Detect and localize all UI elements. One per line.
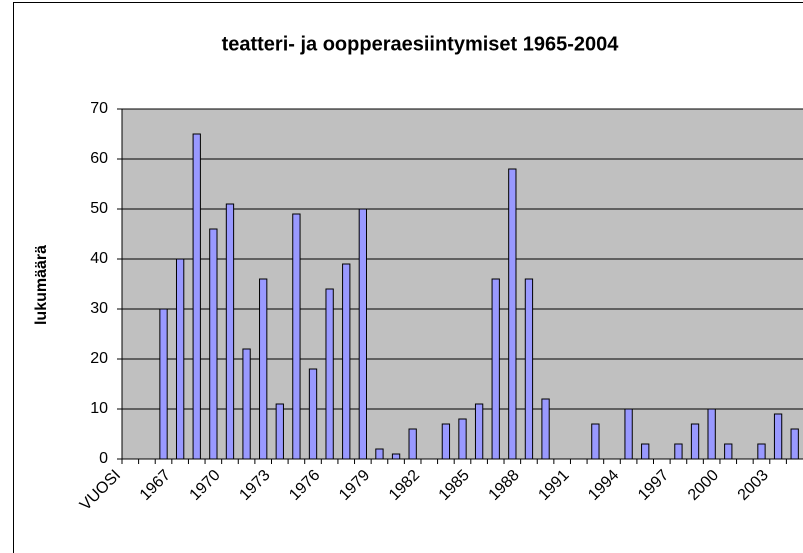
bar [308, 368, 318, 460]
bar [790, 428, 799, 460]
bar [441, 423, 451, 460]
bar [259, 278, 268, 460]
bar [624, 408, 633, 460]
y-tick-label: 60 [90, 150, 108, 167]
bar [591, 423, 600, 460]
y-tick-label: 0 [99, 450, 108, 467]
bar [375, 448, 384, 460]
bar [773, 413, 783, 460]
bar [690, 423, 700, 460]
plot-area [122, 109, 803, 459]
bar [391, 453, 401, 460]
bar [508, 168, 517, 460]
bar [541, 398, 550, 460]
bar [242, 348, 251, 460]
bar [192, 133, 201, 460]
bar [408, 428, 417, 460]
y-axis-label: lukumäärä [33, 245, 50, 325]
bar [491, 278, 500, 460]
bar [292, 213, 301, 460]
bar [641, 443, 650, 460]
bar [325, 288, 334, 460]
bar [724, 443, 733, 460]
bar [209, 228, 218, 460]
y-tick-label: 20 [90, 350, 108, 367]
bar [757, 443, 766, 460]
bar [474, 403, 484, 460]
bar [458, 418, 467, 460]
chart-title: teatteri- ja oopperaesiintymiset 1965-20… [222, 33, 620, 55]
bar [342, 263, 351, 460]
y-tick-label: 50 [90, 200, 108, 217]
bar [358, 208, 367, 460]
bar [275, 403, 284, 460]
bar [707, 408, 716, 460]
y-tick-label: 70 [90, 100, 108, 117]
y-tick-label: 40 [90, 250, 108, 267]
bar [159, 308, 168, 460]
y-tick-label: 30 [90, 300, 108, 317]
bar [225, 203, 235, 460]
bar [175, 258, 185, 460]
y-tick-label: 10 [90, 400, 108, 417]
bar [674, 443, 683, 460]
bar [524, 278, 534, 460]
